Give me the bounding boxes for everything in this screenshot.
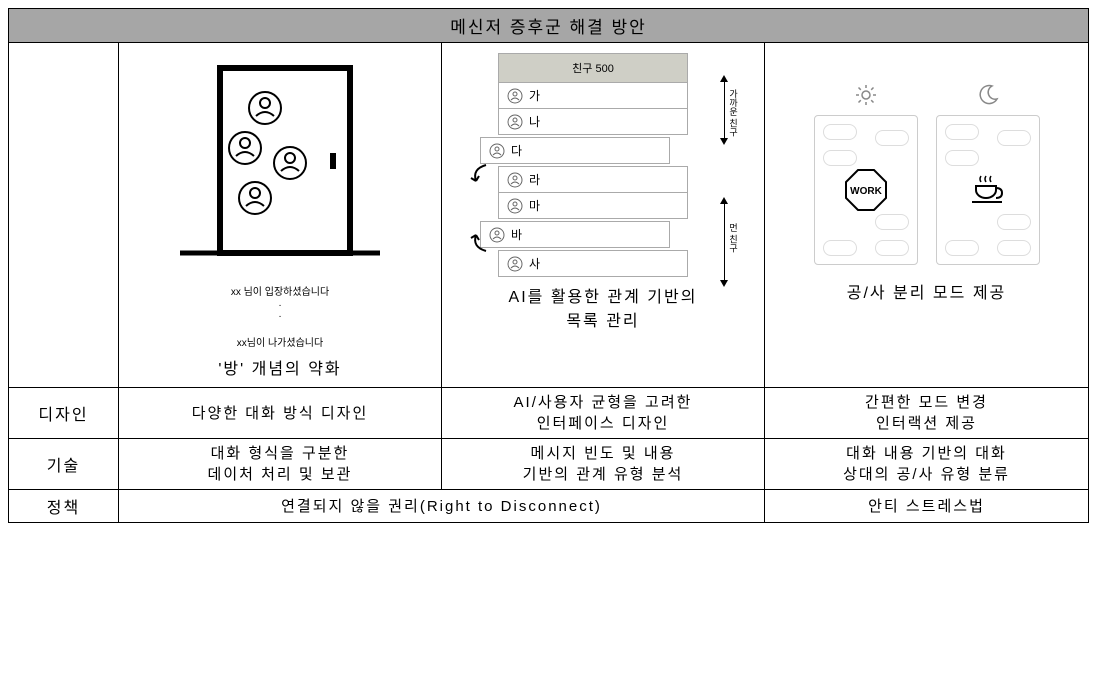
friend-label: 바: [511, 226, 522, 243]
cell-design-2: AI/사용자 균형을 고려한 인터페이스 디자인: [442, 388, 765, 438]
friend-row-6: 사: [498, 250, 688, 277]
cell-tech-1: 대화 형식을 구분한 데이처 처리 및 보관: [119, 439, 442, 489]
friend-row-0: 가: [498, 83, 688, 109]
bracket-bottom-label: 먼 친구: [727, 223, 740, 253]
row-header-tech: 기술: [9, 439, 119, 489]
person-icon: [507, 256, 523, 272]
cell-tech-3: 대화 내용 기반의 대화 상대의 공/사 유형 분류: [765, 439, 1088, 489]
cell-tech-2-l2: 기반의 관계 유형 분석: [523, 466, 684, 483]
status-dots: ··: [278, 300, 281, 322]
panel1-title: '방' 개념의 약화: [218, 355, 341, 379]
row-header-spacer: [9, 43, 119, 387]
friend-label: 다: [511, 142, 522, 159]
cell-tech-1-l2: 데이처 처리 및 보관: [208, 466, 353, 483]
cell-design-3-l1: 간편한 모드 변경: [865, 394, 988, 411]
person-icon: [507, 114, 523, 130]
friend-label: 사: [529, 255, 540, 272]
cell-tech-3-l1: 대화 내용 기반의 대화: [846, 445, 1007, 462]
friend-label: 가: [529, 87, 540, 104]
door-illustration: [170, 53, 390, 273]
cell-design-3: 간편한 모드 변경 인터랙션 제공: [765, 388, 1088, 438]
panel3-title: 공/사 분리 모드 제공: [775, 279, 1078, 303]
friend-label: 라: [529, 171, 540, 188]
cell-tech-2: 메시지 빈도 및 내용 기반의 관계 유형 분석: [442, 439, 765, 489]
row-header-design: 디자인: [9, 388, 119, 438]
friend-row-4: 마: [498, 193, 688, 219]
infographic-table: 메신저 증후군 해결 방안: [8, 8, 1089, 523]
bracket-close-friends: 가까운 친구: [716, 81, 736, 139]
moon-icon: [976, 83, 1000, 107]
friend-label: 나: [529, 113, 540, 130]
cell-tech-3-l2: 상대의 공/사 유형 분류: [843, 466, 1010, 483]
person-icon: [507, 172, 523, 188]
mode-rest: [936, 83, 1040, 265]
cell-design-2-l1: AI/사용자 균형을 고려한: [514, 394, 693, 411]
person-icon: [507, 88, 523, 104]
friend-row-2: 다: [480, 137, 670, 164]
friend-row-3: 라: [498, 166, 688, 193]
row-header-policy: 정책: [9, 490, 119, 522]
panel2-title: AI를 활용한 관계 기반의 목록 관리: [452, 283, 754, 331]
cell-policy-3: 안티 스트레스법: [765, 490, 1088, 522]
work-card: WORK: [814, 115, 918, 265]
main-title: 메신저 증후군 해결 방안: [9, 9, 1088, 43]
status-enter-text: xx 님이 입장하셨습니다: [231, 283, 329, 298]
row-design: 디자인 다양한 대화 방식 디자인 AI/사용자 균형을 고려한 인터페이스 디…: [9, 388, 1088, 439]
panels-row: xx 님이 입장하셨습니다 ·· xx님이 나가셨습니다 '방' 개념의 약화 …: [9, 43, 1088, 388]
cell-policy-12: 연결되지 않을 권리(Right to Disconnect): [119, 490, 765, 522]
mode-work: WORK: [814, 83, 918, 265]
panel-room-concept: xx 님이 입장하셨습니다 ·· xx님이 나가셨습니다 '방' 개념의 약화: [119, 43, 442, 387]
cell-tech-1-l1: 대화 형식을 구분한: [211, 445, 350, 462]
bracket-top-label: 가까운 친구: [727, 89, 740, 137]
rest-card: [936, 115, 1040, 265]
swap-arrow-icon: [468, 231, 492, 255]
stop-work-icon: WORK: [844, 168, 888, 212]
swap-arrow-icon: [468, 161, 492, 185]
cell-tech-2-l1: 메시지 빈도 및 내용: [531, 445, 676, 462]
person-icon: [489, 143, 505, 159]
bracket-far-friends: 먼 친구: [716, 203, 736, 281]
sun-icon: [854, 83, 878, 107]
cell-design-2-l2: 인터페이스 디자인: [537, 415, 670, 432]
friend-list-header: 친구 500: [498, 53, 688, 83]
row-policy: 정책 연결되지 않을 권리(Right to Disconnect) 안티 스트…: [9, 490, 1088, 522]
friend-row-1: 나: [498, 109, 688, 135]
work-label: WORK: [850, 186, 882, 197]
panel-ai-list: 친구 500 가 나 다: [442, 43, 765, 387]
panel2-title-line2: 목록 관리: [566, 313, 639, 330]
panel-modes: WORK: [765, 43, 1088, 387]
row-tech: 기술 대화 형식을 구분한 데이처 처리 및 보관 메시지 빈도 및 내용 기반…: [9, 439, 1088, 490]
friend-list: 친구 500 가 나 다: [468, 53, 738, 277]
status-leave-text: xx님이 나가셨습니다: [237, 334, 323, 349]
friend-row-5: 바: [480, 221, 670, 248]
cell-design-1: 다양한 대화 방식 디자인: [119, 388, 442, 438]
coffee-icon: [968, 170, 1008, 210]
cell-design-3-l2: 인터랙션 제공: [876, 415, 977, 432]
panel2-title-line1: AI를 활용한 관계 기반의: [509, 289, 698, 306]
person-icon: [507, 198, 523, 214]
friend-label: 마: [529, 197, 540, 214]
